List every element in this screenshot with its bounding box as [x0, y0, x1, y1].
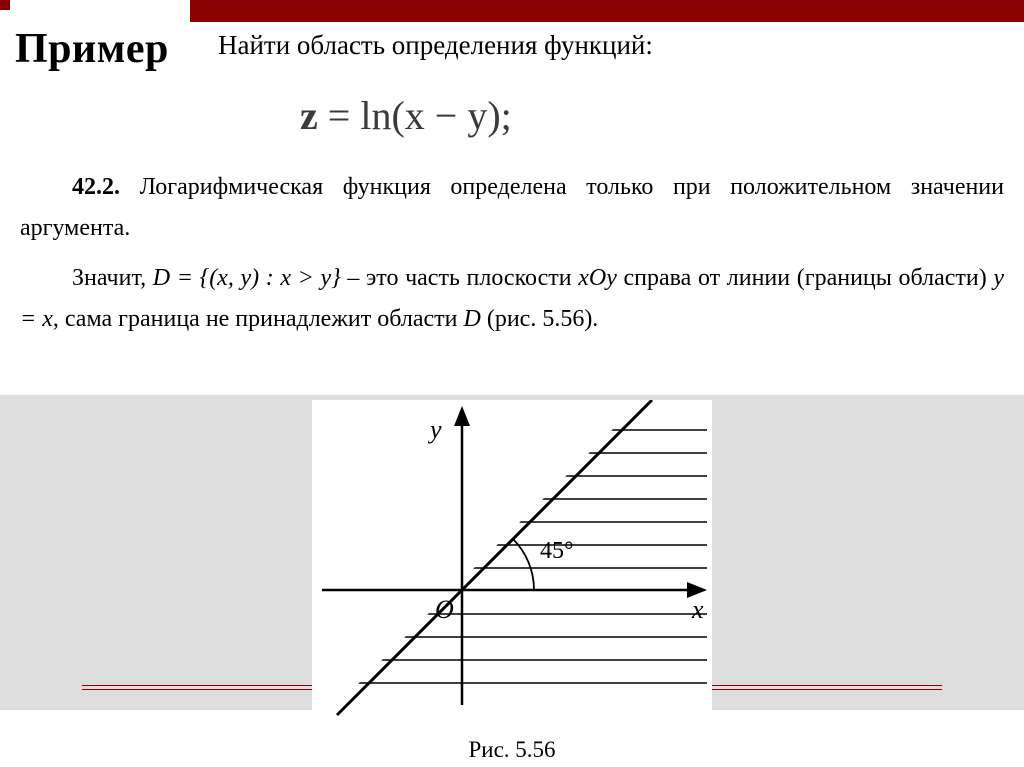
hatching [312, 430, 712, 683]
y-axis-label: y [427, 415, 442, 444]
paragraph-1: 42.2. Логарифмическая функция определена… [20, 167, 1004, 249]
corner-accent [0, 0, 10, 10]
line-y-equals-x [337, 400, 652, 715]
angle-label: 45° [540, 538, 574, 564]
formula-rhs: ln(x − y); [360, 93, 511, 138]
p2-mid2: справа от линии (границы области) [617, 265, 993, 291]
paragraph-2: Значит, D = {(x, y) : x > y} – это часть… [20, 258, 1004, 340]
header-bar [190, 0, 1024, 22]
para1-label: 42.2. [72, 174, 120, 200]
figure-caption: Рис. 5.56 [0, 737, 1024, 763]
page-title: Пример [15, 25, 169, 73]
y-axis-arrow [454, 406, 470, 426]
p2-pre: Значит, [72, 265, 153, 291]
p2-D: D [153, 265, 170, 291]
p2-ref: (рис. 5.56). [481, 306, 598, 332]
formula-lhs: z [300, 93, 318, 138]
p2-mid1: – это часть плоскости [341, 265, 579, 291]
angle-arc [513, 539, 534, 590]
page-subtitle: Найти область определения функций: [218, 30, 653, 61]
p2-set: = {(x, y) : x > y} [170, 265, 341, 291]
origin-label: O [435, 595, 454, 624]
p2-mid3: , сама граница не принадлежит области [53, 306, 464, 332]
formula: z = ln(x − y); [300, 92, 512, 139]
p2-xoy: xOy [578, 265, 617, 291]
x-axis-label: x [691, 595, 704, 624]
para1-text: Логарифмическая функция определена тольк… [20, 174, 1004, 241]
figure: y x O 45° [312, 400, 712, 730]
domain-diagram: y x O 45° [312, 400, 712, 730]
formula-eq: = [318, 93, 361, 138]
p2-D2: D [463, 306, 480, 332]
